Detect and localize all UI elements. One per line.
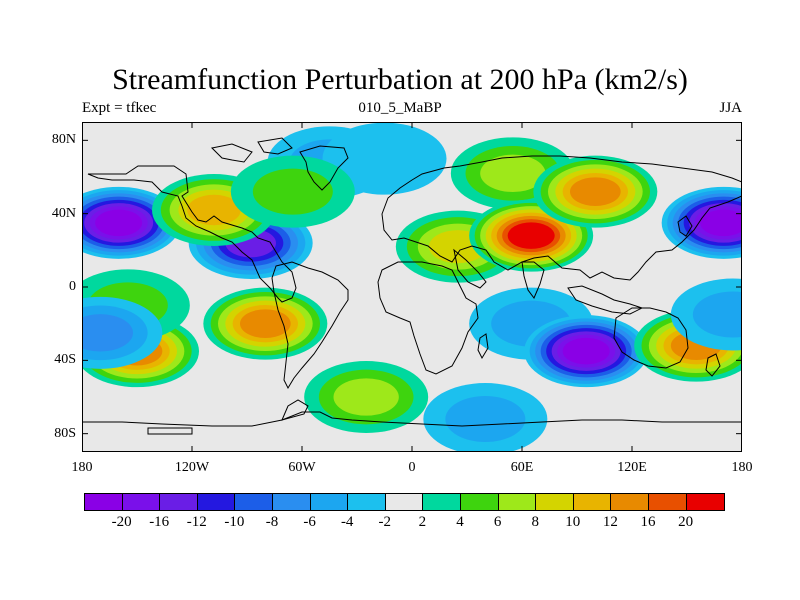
colorbar-swatch <box>423 494 461 510</box>
coast-north-america <box>87 165 297 303</box>
colorbar-label: -2 <box>378 514 392 530</box>
lon-label: 120W <box>174 460 210 475</box>
contour-region-6-1 <box>252 168 333 215</box>
colorbar-swatch <box>385 494 424 510</box>
chart-title: Streamfunction Perturbation at 200 hPa (… <box>112 63 688 96</box>
lat-label: 80N <box>51 132 76 148</box>
contour-region-1-7 <box>700 209 742 237</box>
case-label: 010_5_MaBP <box>358 100 442 116</box>
lon-label: 60W <box>288 460 316 475</box>
colorbar-label: -10 <box>224 514 245 530</box>
coast-new-zealand <box>705 353 721 377</box>
colorbar-swatch <box>160 494 198 510</box>
contour-region-9-7 <box>507 222 555 249</box>
colorbar-swatch <box>310 494 349 510</box>
coast-eurasia <box>381 155 742 281</box>
season-label: JJA <box>719 100 742 116</box>
coast-greenland <box>299 145 349 191</box>
colorbar <box>84 493 726 511</box>
coast-arctic-islands <box>210 137 293 163</box>
lat-label: 80S <box>54 425 76 441</box>
lon-label: 120E <box>617 460 647 475</box>
lon-label: 180 <box>731 460 753 475</box>
contour-region-8-2 <box>480 154 546 192</box>
colorbar-swatch <box>122 494 161 510</box>
colorbar-label: -8 <box>265 514 279 530</box>
coast-africa <box>377 261 479 375</box>
coast-india <box>521 261 545 299</box>
colorbar-label: 4 <box>456 514 464 530</box>
colorbar-swatch <box>573 494 612 510</box>
coast-antarctica <box>82 411 742 427</box>
colorbar-label: -4 <box>340 514 354 530</box>
colorbar-swatch <box>197 494 236 510</box>
colorbar-swatch <box>536 494 574 510</box>
map-frame <box>82 122 742 452</box>
contour-region-20-1 <box>445 396 526 442</box>
colorbar-swatch <box>611 494 649 510</box>
experiment-label: Expt = tfkec <box>82 100 157 116</box>
contour-region-18-1 <box>692 291 742 338</box>
coast-japan <box>677 215 693 237</box>
contour-region-14-2 <box>333 378 399 416</box>
colorbar-swatch <box>648 494 687 510</box>
coast-arabia <box>453 248 487 289</box>
colorbar-label: -16 <box>149 514 170 530</box>
contour-region-0-7 <box>95 209 143 237</box>
lat-label: 0 <box>69 279 76 294</box>
colorbar-swatch <box>348 494 386 510</box>
coastlines <box>82 137 742 435</box>
colorbar-label: 8 <box>531 514 539 530</box>
colorbar-label: -20 <box>111 514 132 530</box>
coast-south-america <box>271 261 349 390</box>
colorbar-swatch <box>272 494 311 510</box>
contour-region-19-2 <box>82 314 133 352</box>
contour-region-5-0 <box>322 122 447 195</box>
lat-label: 40S <box>54 352 76 368</box>
colorbar-label: 16 <box>640 514 656 530</box>
colorbar-label: 2 <box>418 514 427 530</box>
colorbar-swatch <box>686 494 725 510</box>
coast-australia <box>613 307 689 369</box>
colorbar-label: -12 <box>186 514 207 530</box>
lon-label: 60E <box>510 460 534 475</box>
contour-region-10-5 <box>570 177 621 206</box>
contour-region-16-7 <box>562 337 610 365</box>
colorbar-swatch <box>498 494 537 510</box>
colorbar-swatch <box>85 494 123 510</box>
colorbar-label: 20 <box>678 514 694 530</box>
contour-region-3-4 <box>187 194 241 226</box>
colorbar-label: 6 <box>493 514 502 530</box>
colorbar-label: 10 <box>565 514 581 530</box>
colorbar-label: -6 <box>303 514 316 530</box>
coast-antarctic-peninsula <box>281 399 309 421</box>
colorbar-label: 12 <box>602 514 618 530</box>
coast-madagascar <box>477 333 489 360</box>
coast-weddell-ice <box>147 427 193 435</box>
lon-label: 180 <box>71 460 93 475</box>
colorbar-swatch <box>460 494 499 510</box>
contour-region-11-5 <box>240 309 291 338</box>
lon-label: 0 <box>408 460 416 475</box>
lat-label: 40N <box>51 205 76 221</box>
map-svg <box>82 122 742 452</box>
map-plot <box>82 122 742 452</box>
contour-fields <box>82 122 742 452</box>
colorbar-swatch <box>235 494 273 510</box>
